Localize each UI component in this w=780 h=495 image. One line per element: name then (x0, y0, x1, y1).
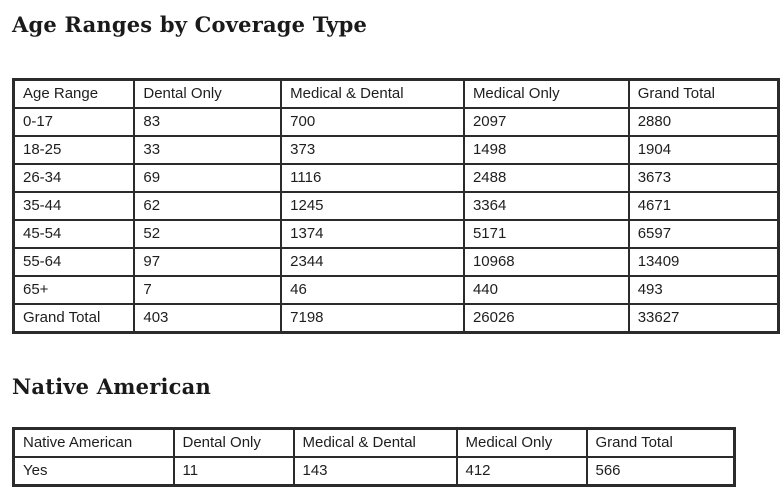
table-cell: 35-44 (12, 191, 136, 221)
table-cell: 3673 (627, 163, 780, 193)
table-cell: 26026 (462, 303, 630, 334)
table-row: Yes 11 143 412 566 (12, 456, 736, 487)
table-row: 18-25 33 373 1498 1904 (12, 135, 780, 165)
column-header: Dental Only (172, 427, 295, 458)
table-header: Age Range Dental Only Medical & Dental Medi… (12, 78, 780, 109)
header-row: Native American Dental Only Medical & Dent… (12, 427, 736, 458)
table-cell: 2488 (462, 163, 630, 193)
table-cell: 45-54 (12, 219, 136, 249)
table-cell: 566 (585, 456, 736, 487)
table-row: 45-54 52 1374 5171 6597 (12, 219, 780, 249)
table-cell: 5171 (462, 219, 630, 249)
table-cell: 97 (133, 247, 283, 277)
table-cell: 412 (455, 456, 588, 487)
table-cell: 52 (133, 219, 283, 249)
column-header: Medical & Dental (280, 78, 465, 109)
table-row: 35-44 62 1245 3364 4671 (12, 191, 780, 221)
table-cell: 33627 (627, 303, 780, 334)
table-cell: 1116 (280, 163, 465, 193)
table-cell: 143 (292, 456, 458, 487)
table-cell: 7 (133, 275, 283, 305)
table-row: 0-17 83 700 2097 2880 (12, 107, 780, 137)
table-cell: 69 (133, 163, 283, 193)
table-cell: 10968 (462, 247, 630, 277)
table-row: Grand Total 403 7198 26026 33627 (12, 303, 780, 334)
table-row: 65+ 7 46 440 493 (12, 275, 780, 305)
column-header: Medical & Dental (292, 427, 458, 458)
table-header: Native American Dental Only Medical & Dent… (12, 427, 736, 458)
table-body: Yes 11 143 412 566 (12, 456, 736, 487)
table-cell: 1245 (280, 191, 465, 221)
native-american-table: Native American Dental Only Medical & Dent… (12, 427, 736, 487)
table-body: 0-17 83 700 2097 2880 18-25 33 373 1498 1904 26-34… (12, 107, 780, 334)
table-cell: 83 (133, 107, 283, 137)
table-cell: 1374 (280, 219, 465, 249)
table-cell: 65+ (12, 275, 136, 305)
table-cell: Yes (12, 456, 175, 487)
section-title-age-ranges: Age Ranges by Coverage Type (12, 12, 368, 37)
table-cell: 11 (172, 456, 295, 487)
table-cell: 2880 (627, 107, 780, 137)
table-cell: 26-34 (12, 163, 136, 193)
table-cell: 3364 (462, 191, 630, 221)
table-row: 26-34 69 1116 2488 3673 (12, 163, 780, 193)
table-cell: 440 (462, 275, 630, 305)
table-cell: 18-25 (12, 135, 136, 165)
table-cell: 33 (133, 135, 283, 165)
table-cell: 13409 (627, 247, 780, 277)
table-cell: 2344 (280, 247, 465, 277)
section-title-native-american: Native American (12, 374, 211, 399)
table-cell: 2097 (462, 107, 630, 137)
column-header: Grand Total (627, 78, 780, 109)
table-cell: 62 (133, 191, 283, 221)
column-header: Grand Total (585, 427, 736, 458)
table-cell: 373 (280, 135, 465, 165)
column-header: Age Range (12, 78, 136, 109)
table-cell: 403 (133, 303, 283, 334)
table-cell: 7198 (280, 303, 465, 334)
column-header: Medical Only (455, 427, 588, 458)
age-ranges-table: Age Range Dental Only Medical & Dental Medi… (12, 78, 780, 334)
header-row: Age Range Dental Only Medical & Dental Medi… (12, 78, 780, 109)
column-header: Medical Only (462, 78, 630, 109)
table-cell: 46 (280, 275, 465, 305)
table-cell: 0-17 (12, 107, 136, 137)
table-cell: 6597 (627, 219, 780, 249)
table-cell: 1498 (462, 135, 630, 165)
table-cell: Grand Total (12, 303, 136, 334)
table-cell: 55-64 (12, 247, 136, 277)
table-cell: 1904 (627, 135, 780, 165)
column-header: Dental Only (133, 78, 283, 109)
column-header: Native American (12, 427, 175, 458)
table-row: 55-64 97 2344 10968 13409 (12, 247, 780, 277)
table-cell: 493 (627, 275, 780, 305)
table-cell: 4671 (627, 191, 780, 221)
table-cell: 700 (280, 107, 465, 137)
